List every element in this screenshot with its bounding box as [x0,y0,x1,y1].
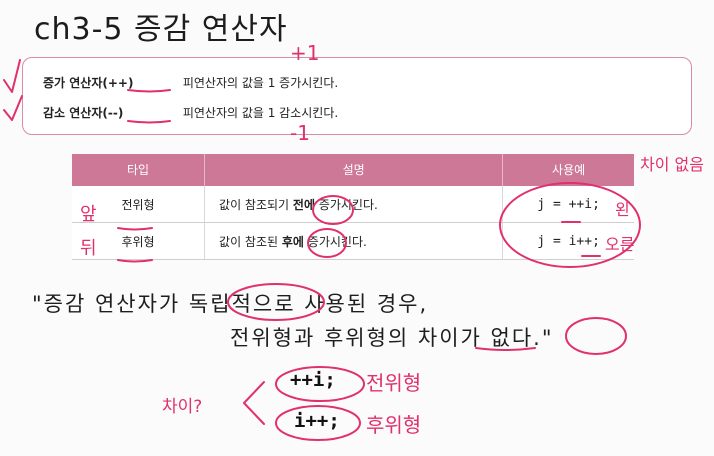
desc-emphasis: 전에 [292,197,315,212]
header-description: 설명 [204,154,504,186]
cell-type: 전위형 [72,185,206,223]
desc-text-post: 증가시킨다. [315,197,378,212]
increment-operator-row: 증가 연산자(++) 피연산자의 값을 1 증가시킨다. [43,74,338,91]
cell-usage: j = ++i; [502,185,634,223]
prefix-postfix-table: 타입 설명 사용예 전위형 값이 참조되기 전에 증가시킨다. j = ++i;… [72,154,634,260]
check-mark-1 [3,59,21,93]
hw-difference-question: 차이? [162,397,202,417]
desc-text-post: 증가시킨다. [303,234,367,249]
increment-operator-desc: 피연산자의 값을 1 증가시킨다. [182,76,339,90]
bracket-angle [243,381,265,425]
hw-prefix: 전위형 [366,371,421,395]
check-mark-2 [3,95,23,121]
header-usage: 사용예 [502,154,634,186]
cell-type: 후위형 [72,222,206,260]
header-type: 타입 [72,154,206,186]
table-row: 전위형 값이 참조되기 전에 증가시킨다. j = ++i; [72,185,634,223]
desc-text-pre: 값이 참조된 [219,234,282,249]
decrement-operator-row: 감소 연산자(--) 피연산자의 값을 1 감소시킨다. [43,104,338,121]
quote-line-2: 전위형과 후위형의 차이가 없다." [230,326,554,350]
decrement-operator-name: 감소 연산자(--) [43,106,124,120]
code-postfix-example: i++; [294,410,340,432]
code-prefix-example: ++i; [290,369,336,391]
underline-type-2 [117,259,153,263]
cell-usage: j = i++; [502,222,634,260]
cell-description: 값이 참조된 후에 증가시킨다. [204,222,504,260]
hw-postfix: 후위형 [366,413,421,437]
desc-emphasis: 후에 [281,234,304,249]
operator-summary-box: 증가 연산자(++) 피연산자의 값을 1 증가시킨다. 감소 연산자(--) … [22,57,692,135]
quote-line-1: "증감 연산자가 독립적으로 사용된 경우, [32,292,429,316]
page-title: ch3-5 증감 연산자 [34,12,288,47]
table-row: 후위형 값이 참조된 후에 증가시킨다. j = i++; [72,222,634,260]
cell-description: 값이 참조되기 전에 증가시킨다. [204,185,504,223]
table-header-row: 타입 설명 사용예 [72,154,634,186]
hw-no-difference: 차이 없음 [640,155,704,174]
increment-operator-name: 증가 연산자(++) [43,76,134,90]
desc-text-pre: 값이 참조되기 [219,197,293,212]
decrement-operator-desc: 피연산자의 값을 1 감소시킨다. [182,106,339,120]
circle-eopda [565,317,627,355]
